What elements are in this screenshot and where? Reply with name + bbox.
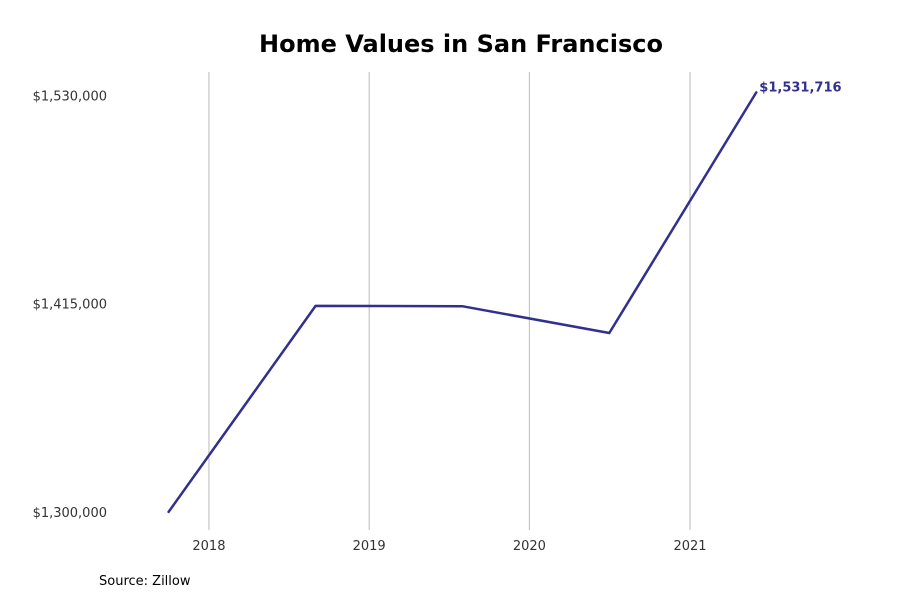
series-line xyxy=(167,91,758,514)
gridlines xyxy=(208,72,691,530)
x-tick-label: 2018 xyxy=(192,539,225,554)
end-value-label: $1,531,716 xyxy=(759,80,841,95)
x-tick-label: 2021 xyxy=(673,539,706,554)
y-tick-label: $1,415,000 xyxy=(33,298,107,313)
annotations: $1,531,716 xyxy=(759,80,841,95)
y-axis-ticks: $1,300,000 $1,415,000 $1,530,000 xyxy=(33,90,107,521)
y-tick-label: $1,530,000 xyxy=(33,90,107,105)
chart-title: Home Values in San Francisco xyxy=(259,30,663,58)
x-axis-ticks: 2018 2019 2020 2021 xyxy=(192,539,706,554)
x-tick-label: 2019 xyxy=(353,539,386,554)
x-tick-label: 2020 xyxy=(513,539,546,554)
series-layer xyxy=(167,91,758,514)
source-note: Source: Zillow xyxy=(99,574,191,589)
y-tick-label: $1,300,000 xyxy=(33,506,107,521)
